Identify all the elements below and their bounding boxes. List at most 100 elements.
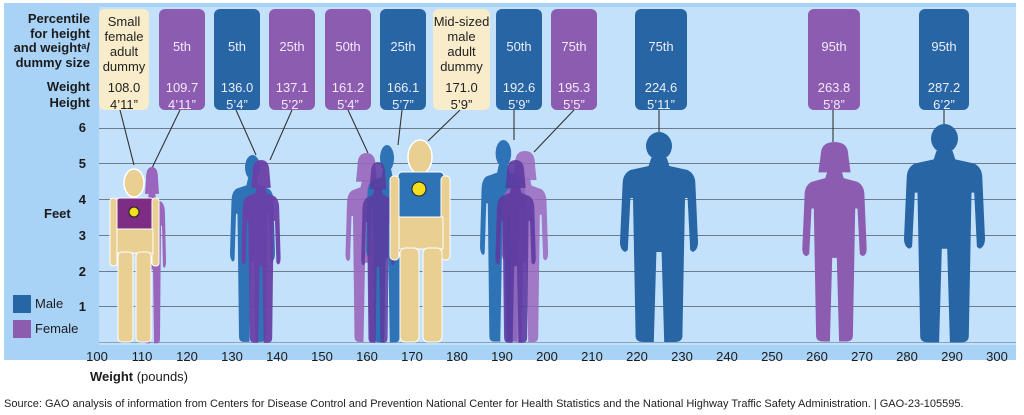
- box-weight: 263.8: [817, 80, 851, 95]
- box-weight: 166.1: [386, 80, 420, 95]
- box-female-25th: 25th 137.1 5’2”: [269, 9, 315, 112]
- x-tick: 230: [671, 349, 693, 364]
- x-tick: 110: [131, 349, 153, 364]
- legend-female-swatch: [13, 320, 31, 338]
- percentile-row-label: Percentile for height and weightᵃ/ dummy…: [4, 11, 90, 70]
- gridline-2: [99, 271, 1016, 272]
- baseline: [99, 342, 1016, 343]
- box-male-25th: 25th 166.1 5’7”: [380, 9, 426, 112]
- small-female-dummy: [109, 168, 160, 343]
- x-tick: 150: [311, 349, 333, 364]
- row-label-line: dummy size: [15, 54, 90, 70]
- box-label: 5th: [172, 39, 192, 54]
- x-tick: 270: [851, 349, 873, 364]
- box-height: 5’11”: [647, 97, 675, 112]
- x-tick: 290: [941, 349, 963, 364]
- x-axis-label: Weight (pounds): [90, 369, 188, 384]
- box-label: Mid-sized male adult dummy: [433, 14, 490, 74]
- box-male-5th: 5th 136.0 5’4”: [214, 9, 260, 112]
- y-axis-label: Feet: [44, 206, 71, 221]
- box-label: 5th: [227, 39, 247, 54]
- box-label: 95th: [821, 39, 847, 54]
- x-tick: 280: [896, 349, 918, 364]
- y-tick: 2: [78, 264, 86, 279]
- legend-male-label: Male: [35, 296, 64, 311]
- box-label-line: dummy: [102, 59, 146, 74]
- mid-male-dummy: [389, 139, 451, 343]
- box-height: 5’4”: [337, 97, 359, 112]
- box-weight: 171.0: [445, 80, 478, 95]
- box-weight: 287.2: [927, 80, 961, 95]
- x-tick: 210: [581, 349, 603, 364]
- y-tick: 4: [78, 192, 86, 207]
- box-height: 5’5”: [563, 97, 585, 112]
- row-label-line: Percentile: [27, 11, 90, 26]
- box-weight: 136.0: [220, 80, 254, 95]
- box-height: 5’2”: [281, 97, 303, 112]
- x-axis-label-bold: Weight: [90, 369, 134, 384]
- box-label: 25th: [390, 39, 416, 54]
- box-male-50th: 50th 192.6 5’9”: [496, 9, 542, 112]
- box-height: 4’11”: [168, 97, 196, 112]
- box-label-line: Small: [107, 14, 141, 29]
- box-female-5th: 5th 109.7 4’11”: [159, 9, 205, 112]
- box-small-female-dummy: Small female adult dummy 108.0 4’11”: [99, 9, 149, 112]
- box-label-line: adult: [109, 44, 139, 59]
- gridline-3: [99, 235, 1016, 236]
- box-label-line: female: [104, 29, 144, 44]
- box-label: 75th: [648, 39, 674, 54]
- legend-male-swatch: [13, 295, 31, 313]
- x-tick: 170: [401, 349, 423, 364]
- box-label: Small female adult dummy: [99, 14, 149, 74]
- box-height: 6’2”: [933, 97, 955, 112]
- box-female-50th: 50th 161.2 5’4”: [325, 9, 371, 112]
- y-tick: 6: [78, 120, 86, 135]
- box-height: 5’9”: [450, 97, 473, 112]
- y-tick: 5: [78, 156, 86, 171]
- box-label: 50th: [506, 39, 532, 54]
- box-label: 75th: [561, 39, 587, 54]
- box-weight: 137.1: [275, 80, 309, 95]
- x-tick: 100: [86, 349, 108, 364]
- x-tick: 200: [536, 349, 558, 364]
- x-tick: 130: [221, 349, 243, 364]
- box-label-line: adult: [447, 44, 476, 59]
- box-label: 50th: [335, 39, 361, 54]
- box-weight: 109.7: [165, 80, 199, 95]
- box-label: 25th: [279, 39, 305, 54]
- legend-female-label: Female: [35, 321, 79, 336]
- x-tick: 250: [761, 349, 783, 364]
- box-label-line: dummy: [440, 59, 483, 74]
- height-row-label: Height: [49, 95, 90, 110]
- x-axis-label-unit: (pounds): [133, 369, 189, 384]
- x-tick: 120: [176, 349, 198, 364]
- x-tick: 220: [626, 349, 648, 364]
- gridline-5: [99, 163, 1016, 164]
- box-male-95th: 95th 287.2 6’2”: [919, 9, 969, 112]
- box-height: 5’9”: [508, 97, 530, 112]
- box-height: 4’11”: [110, 97, 138, 112]
- box-weight: 192.6: [502, 80, 536, 95]
- x-tick: 160: [356, 349, 378, 364]
- box-label-line: Mid-sized: [433, 14, 490, 29]
- box-weight: 108.0: [107, 80, 141, 95]
- x-tick: 140: [266, 349, 288, 364]
- weight-row-label: Weight: [46, 79, 90, 94]
- box-label-line: male: [447, 29, 476, 44]
- y-tick: 3: [78, 228, 86, 243]
- box-height: 5’4”: [226, 97, 248, 112]
- box-height: 5’8”: [823, 97, 845, 112]
- box-female-75th: 75th 195.3 5’5”: [551, 9, 597, 112]
- x-tick: 260: [806, 349, 828, 364]
- box-height: 5’7”: [392, 97, 414, 112]
- box-weight: 161.2: [331, 80, 365, 95]
- gridline-6: [99, 128, 1016, 129]
- box-mid-male-dummy: Mid-sized male adult dummy 171.0 5’9”: [433, 9, 490, 112]
- leader-lines: [119, 109, 945, 171]
- gridline-4: [99, 199, 1016, 200]
- box-weight: 224.6: [644, 80, 678, 95]
- row-label-line: for height: [30, 25, 90, 41]
- row-label-line: and weightᵃ/: [13, 40, 90, 55]
- box-male-75th: 75th 224.6 5’11”: [635, 9, 687, 112]
